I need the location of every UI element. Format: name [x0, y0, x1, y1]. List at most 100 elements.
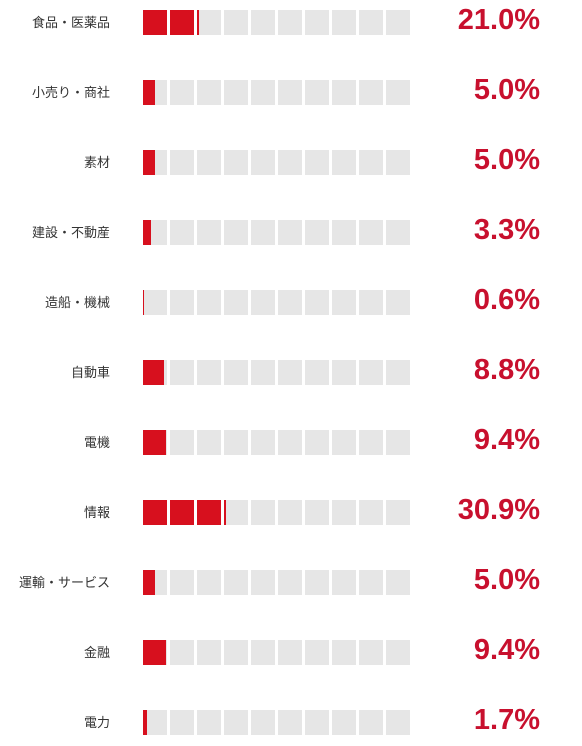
- chart-row: 運輸・サービス 5.0%: [0, 564, 582, 634]
- chart-row: 素材 5.0%: [0, 144, 582, 214]
- category-label: 運輸・サービス: [18, 576, 110, 591]
- bar-cell: [143, 570, 167, 595]
- bar-fill: [224, 500, 226, 525]
- bar-fill: [143, 360, 164, 385]
- bar-cell: [224, 430, 248, 455]
- bar-cell: [224, 570, 248, 595]
- bar-cell: [143, 220, 167, 245]
- bar-cell: [170, 290, 194, 315]
- bar-cell: [224, 290, 248, 315]
- bar-cell: [278, 10, 302, 35]
- value-label: 5.0%: [473, 564, 540, 596]
- bar-fill: [143, 570, 155, 595]
- bar-cell: [170, 640, 194, 665]
- bar-cell: [359, 710, 383, 735]
- bar-cell: [359, 430, 383, 455]
- bar-cell: [197, 220, 221, 245]
- bar-cell: [386, 80, 410, 105]
- chart-row: 造船・機械 0.6%: [0, 284, 582, 354]
- bar-fill: [143, 640, 166, 665]
- bar-cell: [170, 430, 194, 455]
- bar-cell: [251, 710, 275, 735]
- bar-fill: [143, 80, 155, 105]
- bar-cell: [170, 10, 194, 35]
- bar-cell: [386, 430, 410, 455]
- bar-cell: [170, 150, 194, 175]
- bar-fill: [170, 500, 194, 525]
- bar-track: [143, 640, 411, 665]
- bar-cell: [359, 150, 383, 175]
- bar-cell: [386, 10, 410, 35]
- bar-cell: [278, 570, 302, 595]
- bar-fill: [143, 430, 166, 455]
- bar-cell: [305, 290, 329, 315]
- bar-cell: [332, 150, 356, 175]
- chart-row: 電力 1.7%: [0, 704, 582, 746]
- bar-cell: [143, 430, 167, 455]
- chart-row: 建設・不動産 3.3%: [0, 214, 582, 284]
- bar-cell: [386, 710, 410, 735]
- chart-row: 食品・医薬品 21.0%: [0, 4, 582, 74]
- value-label: 21.0%: [457, 4, 540, 36]
- bar-cell: [224, 150, 248, 175]
- bar-cell: [143, 80, 167, 105]
- category-label: 食品・医薬品: [31, 16, 110, 31]
- bar-track: [143, 290, 411, 315]
- bar-cell: [332, 710, 356, 735]
- bar-cell: [170, 80, 194, 105]
- bar-cell: [278, 640, 302, 665]
- bar-cell: [305, 570, 329, 595]
- bar-cell: [251, 360, 275, 385]
- bar-cell: [305, 430, 329, 455]
- bar-cell: [197, 150, 221, 175]
- bar-track: [143, 80, 411, 105]
- category-label: 小売り・商社: [31, 86, 110, 101]
- bar-cell: [197, 10, 221, 35]
- bar-cell: [332, 360, 356, 385]
- bar-cell: [278, 150, 302, 175]
- value-label: 30.9%: [457, 494, 540, 526]
- bar-cell: [170, 500, 194, 525]
- bar-cell: [170, 570, 194, 595]
- bar-cell: [332, 640, 356, 665]
- bar-cell: [143, 290, 167, 315]
- bar-cell: [197, 640, 221, 665]
- bar-cell: [278, 290, 302, 315]
- bar-cell: [386, 150, 410, 175]
- bar-cell: [305, 150, 329, 175]
- chart-row: 電機 9.4%: [0, 424, 582, 494]
- bar-cell: [224, 220, 248, 245]
- bar-cell: [197, 290, 221, 315]
- bar-track: [143, 710, 411, 735]
- bar-cell: [359, 290, 383, 315]
- value-label: 5.0%: [473, 74, 540, 106]
- bar-cell: [197, 360, 221, 385]
- bar-cell: [251, 640, 275, 665]
- chart-row: 小売り・商社 5.0%: [0, 74, 582, 144]
- value-label: 5.0%: [473, 144, 540, 176]
- bar-cell: [278, 430, 302, 455]
- bar-cell: [224, 80, 248, 105]
- bar-cell: [278, 710, 302, 735]
- value-label: 1.7%: [473, 704, 540, 736]
- bar-cell: [305, 220, 329, 245]
- chart-row: 自動車 8.8%: [0, 354, 582, 424]
- bar-cell: [251, 10, 275, 35]
- bar-cell: [332, 220, 356, 245]
- bar-cell: [332, 500, 356, 525]
- bar-cell: [224, 10, 248, 35]
- value-label: 0.6%: [473, 284, 540, 316]
- bar-cell: [332, 430, 356, 455]
- category-label: 金融: [83, 646, 110, 661]
- bar-cell: [143, 500, 167, 525]
- bar-cell: [143, 10, 167, 35]
- bar-cell: [251, 150, 275, 175]
- bar-cell: [359, 360, 383, 385]
- bar-cell: [197, 500, 221, 525]
- category-label: 電力: [83, 716, 110, 731]
- bar-cell: [278, 500, 302, 525]
- chart-row: 金融 9.4%: [0, 634, 582, 704]
- bar-cell: [224, 360, 248, 385]
- bar-track: [143, 570, 411, 595]
